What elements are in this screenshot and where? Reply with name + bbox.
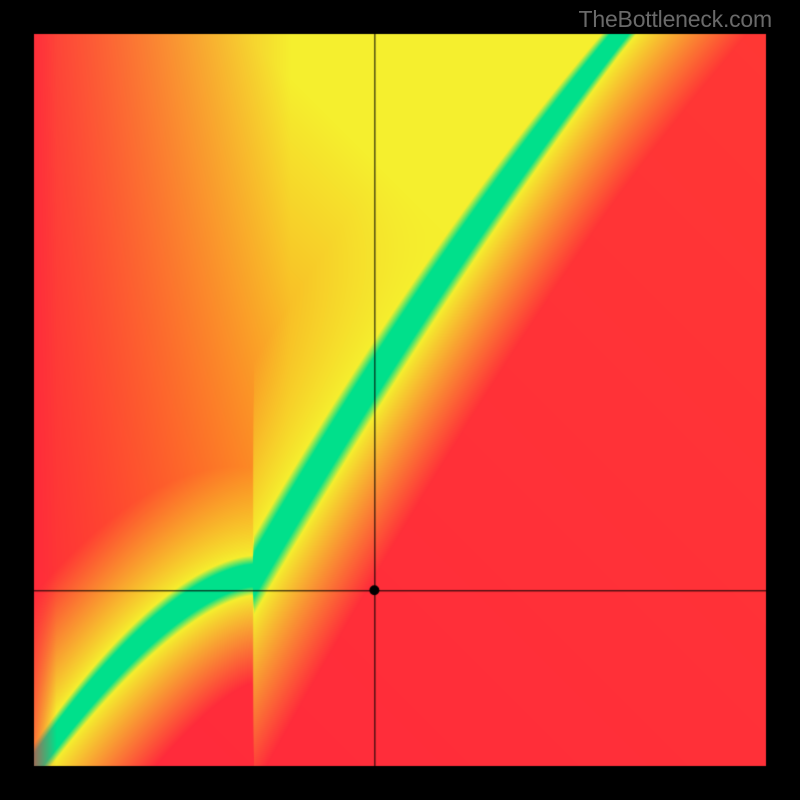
bottleneck-chart-container: TheBottleneck.com [0,0,800,800]
heatmap-canvas [0,0,800,800]
watermark-text: TheBottleneck.com [579,6,772,33]
